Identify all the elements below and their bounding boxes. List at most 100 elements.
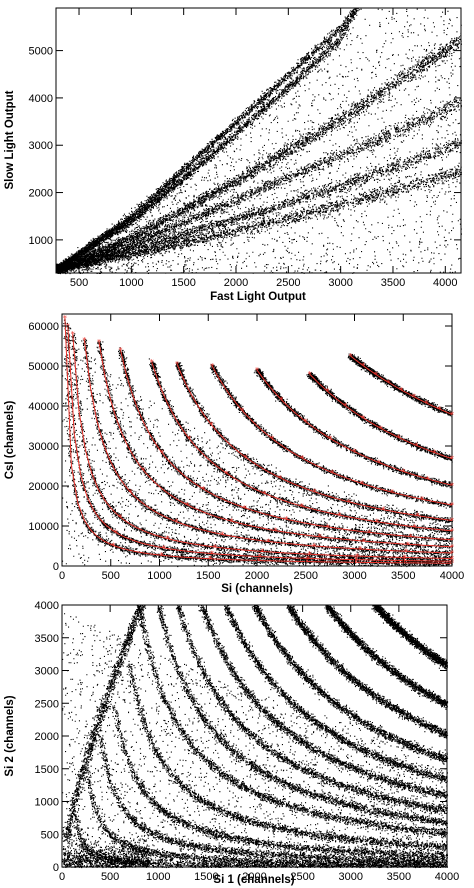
- fit-marker: *: [256, 557, 260, 566]
- y-tick-label: 0: [53, 561, 59, 573]
- fit-marker: *: [201, 485, 205, 494]
- fit-marker: *: [209, 421, 213, 430]
- x-tick-label: 2500: [276, 277, 300, 289]
- fit-marker: *: [306, 554, 310, 563]
- fit-marker: *: [308, 370, 312, 379]
- fit-marker: *: [412, 393, 416, 402]
- fit-marker: *: [450, 536, 454, 545]
- fit-marker: *: [270, 435, 274, 444]
- fit-marker: *: [381, 506, 385, 515]
- fit-marker: *: [255, 366, 259, 375]
- fit-marker: *: [353, 558, 357, 567]
- fit-marker: *: [437, 405, 441, 414]
- fit-marker: *: [71, 330, 75, 339]
- fit-marker: *: [330, 468, 334, 477]
- fit-marker: *: [213, 543, 217, 552]
- fit-marker: *: [374, 370, 378, 379]
- fit-marker: *: [278, 474, 282, 483]
- scatter-cloud: [62, 319, 453, 568]
- x-tick-label: 3500: [387, 871, 411, 883]
- fit-marker: *: [450, 516, 454, 525]
- fit-marker: *: [353, 448, 357, 457]
- y-axis-label: Si 2 (channels): [4, 695, 16, 776]
- fit-marker: *: [450, 410, 454, 419]
- fit-marker: *: [362, 537, 366, 546]
- fit-marker: *: [305, 558, 309, 567]
- fit-marker: *: [450, 455, 454, 464]
- x-tick-label: 2500: [294, 570, 318, 582]
- fit-marker: *: [432, 448, 436, 457]
- fit-marker: *: [343, 402, 347, 411]
- y-tick-label: 0: [53, 862, 59, 874]
- fit-marker: *: [328, 434, 332, 443]
- y-tick-label: 5000: [29, 46, 53, 58]
- scatter-cloud: [62, 605, 449, 869]
- y-tick-label: 1500: [35, 764, 59, 776]
- x-tick-label: 3000: [342, 570, 366, 582]
- y-tick-label: 3500: [35, 633, 59, 645]
- y-tick-label: 2000: [29, 188, 53, 200]
- fit-marker: *: [361, 362, 365, 371]
- fit-marker: *: [426, 475, 430, 484]
- chart-panel-si1-si2: 0 500 1000 1500 2000 2500 3000 3500 4000 0 500 1000…: [4, 600, 459, 886]
- plot-frame: [55, 7, 462, 274]
- fit-marker: *: [414, 441, 418, 450]
- fit-curve: [67, 325, 453, 562]
- scatter-points: [56, 8, 462, 275]
- x-axis-label: Si (channels): [221, 583, 293, 595]
- fit-marker: *: [397, 433, 401, 442]
- fit-marker: *: [118, 513, 122, 522]
- fit-marker: *: [160, 449, 164, 458]
- fit-curve: [350, 355, 453, 415]
- fit-marker: *: [377, 458, 381, 467]
- x-tick-label: 2500: [290, 871, 314, 883]
- x-tick-label: 1500: [194, 871, 218, 883]
- fit-marker: *: [240, 406, 244, 415]
- x-tick-label: 1500: [196, 570, 220, 582]
- fit-marker: *: [111, 541, 115, 550]
- fit-marker: *: [355, 552, 359, 561]
- chart-panel-light-output: 500 1000 1500 2000 2500 3000 3500 4000 1000 2000 3…: [4, 7, 462, 303]
- fit-curve: [72, 333, 453, 559]
- fit-marker: *: [450, 549, 454, 558]
- x-tick-label: 3500: [391, 570, 415, 582]
- x-tick-label: 1000: [119, 277, 143, 289]
- y-tick-label: 60000: [28, 321, 59, 333]
- x-tick-label: 500: [102, 570, 120, 582]
- y-tick-label: 2000: [35, 731, 59, 743]
- fit-marker: *: [208, 555, 212, 564]
- fit-marker: *: [420, 495, 424, 504]
- fit-marker: *: [210, 362, 214, 371]
- chart-panel-si-csi: * * * * * * * * * * * * * * * * * * * * * * * * * * * * * * * * * * * * * * * *…: [4, 313, 464, 595]
- fit-marker: *: [313, 488, 317, 497]
- x-tick-label: 500: [101, 871, 119, 883]
- fit-marker: *: [185, 501, 189, 510]
- x-tick-label: 0: [59, 570, 65, 582]
- x-tick-label: 2000: [242, 871, 266, 883]
- fit-marker: *: [450, 527, 454, 536]
- fit-marker: *: [337, 511, 341, 520]
- fit-marker: *: [279, 396, 283, 405]
- fit-marker: *: [243, 504, 247, 513]
- fit-marker: *: [160, 551, 164, 560]
- fit-marker: *: [404, 547, 408, 556]
- y-axis-label: CsI (channels): [4, 401, 16, 480]
- fit-marker: *: [349, 352, 353, 361]
- fit-marker: *: [150, 358, 154, 367]
- fit-marker: *: [347, 498, 351, 507]
- fit-marker: *: [325, 387, 329, 396]
- fit-marker: *: [244, 453, 248, 462]
- scatter-cloud: [56, 8, 462, 275]
- fit-marker: *: [141, 466, 145, 475]
- fit-curve: [176, 363, 453, 521]
- fit-curve: [64, 317, 452, 564]
- y-tick-label: 30000: [28, 441, 59, 453]
- y-axis-label: Slow Light Output: [4, 90, 16, 189]
- fit-marker: *: [229, 517, 233, 526]
- fit-marker: *: [367, 528, 371, 537]
- x-tick-label: 1500: [171, 277, 195, 289]
- fit-marker: *: [187, 435, 191, 444]
- fit-marker: *: [403, 553, 407, 562]
- fit-curve: [256, 369, 453, 486]
- fit-marker: *: [97, 338, 101, 347]
